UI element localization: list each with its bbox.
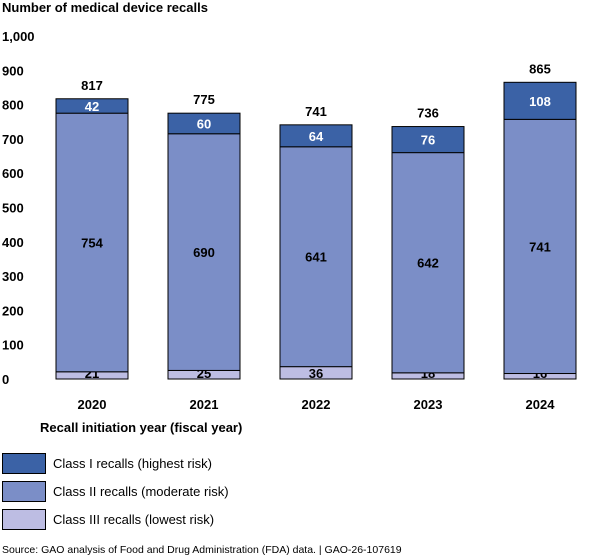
value-label-2024-series-1: 741 xyxy=(529,239,551,254)
bars: 2175442817256906077536641647411864276736… xyxy=(55,61,577,381)
legend-label-class-2: Class II recalls (moderate risk) xyxy=(53,484,229,499)
x-tick-label-2023: 2023 xyxy=(414,397,443,412)
x-tick-label-2022: 2022 xyxy=(302,397,331,412)
x-tick-label-2021: 2021 xyxy=(190,397,219,412)
value-label-2020-series-2: 42 xyxy=(85,99,99,114)
y-tick-label-300: 300 xyxy=(2,269,24,284)
y-tick-label-600: 600 xyxy=(2,166,24,181)
total-label-2024: 865 xyxy=(529,61,551,76)
value-label-2023-series-2: 76 xyxy=(421,133,435,148)
total-label-2022: 741 xyxy=(305,104,327,119)
legend-swatch-class-1 xyxy=(2,453,46,474)
y-axis-label: Number of medical device recalls xyxy=(2,0,208,15)
y-tick-label-900: 900 xyxy=(2,63,24,78)
value-label-2023-series-1: 642 xyxy=(417,256,439,271)
value-label-2022-series-0: 36 xyxy=(309,366,323,381)
legend-swatch-class-3 xyxy=(2,509,46,530)
legend-label-class-1: Class I recalls (highest risk) xyxy=(53,456,212,471)
x-axis-label: Recall initiation year (fiscal year) xyxy=(40,420,242,435)
source-note: Source: GAO analysis of Food and Drug Ad… xyxy=(2,544,402,556)
legend-item-class-1: Class I recalls (highest risk) xyxy=(2,452,229,475)
bar-segment-2022-series-1 xyxy=(279,146,353,368)
bar-segment-2024-series-1 xyxy=(503,118,577,375)
total-label-2021: 775 xyxy=(193,92,215,107)
value-label-2022-series-2: 64 xyxy=(309,129,324,144)
bar-segment-2020-series-2 xyxy=(55,98,129,114)
bar-segment-2023-series-2 xyxy=(391,126,465,154)
legend: Class I recalls (highest risk) Class II … xyxy=(2,452,229,536)
legend-swatch-class-2 xyxy=(2,481,46,502)
y-tick-label-100: 100 xyxy=(2,338,24,353)
y-axis-ticks: 0 100 200 300 400 500 600 700 800 900 1,000 xyxy=(2,29,35,387)
bar-segment-2021-series-2 xyxy=(167,112,241,135)
value-label-2021-series-2: 60 xyxy=(197,116,211,131)
x-tick-label-2020: 2020 xyxy=(78,397,107,412)
bar-segment-2024-series-2 xyxy=(503,81,577,120)
total-label-2023: 736 xyxy=(417,106,439,121)
y-tick-label-0: 0 xyxy=(2,372,9,387)
y-tick-label-800: 800 xyxy=(2,98,24,113)
y-tick-label-700: 700 xyxy=(2,132,24,147)
value-label-2020-series-1: 754 xyxy=(81,235,103,250)
value-label-2024-series-2: 108 xyxy=(529,94,551,109)
y-tick-label-500: 500 xyxy=(2,201,24,216)
y-tick-label-1000: 1,000 xyxy=(2,29,35,44)
legend-item-class-3: Class III recalls (lowest risk) xyxy=(2,508,229,531)
legend-item-class-2: Class II recalls (moderate risk) xyxy=(2,480,229,503)
legend-label-class-3: Class III recalls (lowest risk) xyxy=(53,512,215,527)
x-axis-ticks: 2020 2021 2022 2023 2024 xyxy=(78,397,556,412)
value-label-2021-series-1: 690 xyxy=(193,245,215,260)
y-tick-label-400: 400 xyxy=(2,235,24,250)
bar-segment-2020-series-1 xyxy=(55,112,129,373)
x-tick-label-2024: 2024 xyxy=(526,397,556,412)
bar-segment-2021-series-1 xyxy=(167,133,241,371)
bar-segment-2022-series-2 xyxy=(279,124,353,148)
y-tick-label-200: 200 xyxy=(2,303,24,318)
value-label-2022-series-1: 641 xyxy=(305,250,327,265)
total-label-2020: 817 xyxy=(81,78,103,93)
stacked-bar-chart: Number of medical device recalls 0 100 200… xyxy=(2,0,577,435)
